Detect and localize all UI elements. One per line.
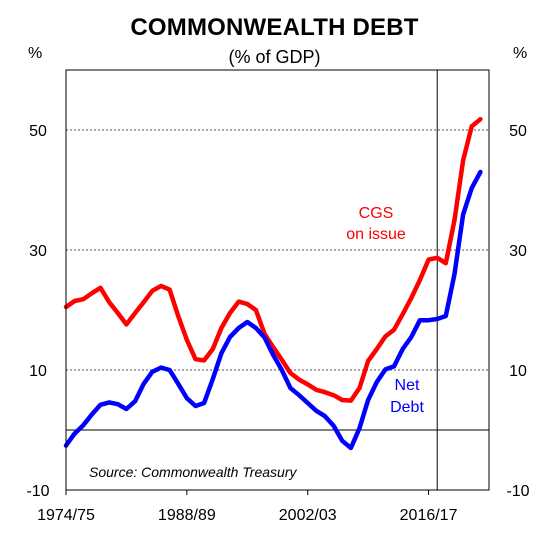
series-line-0: [63, 116, 483, 403]
series-label-cgs-line1: CGS: [359, 205, 394, 222]
tick-layer: 50 50 30 30 10 10 -10 -10 1974/75 1988/89 2002/03 2…: [26, 123, 529, 524]
chart-subtitle: (% of GDP): [228, 47, 321, 67]
y-tick-left--10: -10: [26, 483, 49, 500]
y-tick-left-50: 50: [29, 123, 47, 140]
series-label-netdebt-line1: Net: [395, 377, 420, 394]
x-tick-label-1: 1988/89: [158, 507, 216, 524]
y-tick-left-30: 30: [29, 243, 47, 260]
y-unit-right: %: [513, 45, 527, 62]
x-tick-label-2: 2002/03: [279, 507, 337, 524]
x-tick-label-3: 2016/17: [400, 507, 458, 524]
y-unit-left: %: [28, 45, 42, 62]
chart-title: COMMONWEALTH DEBT: [130, 14, 419, 41]
series-line-1: [63, 169, 483, 451]
y-tick-right-30: 30: [509, 243, 527, 260]
source-note: Source: Commonwealth Treasury: [89, 464, 297, 480]
plot-frame: [65, 69, 490, 491]
y-tick-right-10: 10: [509, 363, 527, 380]
series-label-netdebt-line2: Debt: [390, 399, 424, 416]
grid-layer: [66, 70, 489, 490]
y-tick-right-50: 50: [509, 123, 527, 140]
y-tick-right--10: -10: [506, 483, 529, 500]
x-tick-label-0: 1974/75: [37, 507, 95, 524]
y-tick-left-10: 10: [29, 363, 47, 380]
series-label-cgs-line2: on issue: [346, 226, 406, 243]
series-layer: [63, 116, 483, 451]
